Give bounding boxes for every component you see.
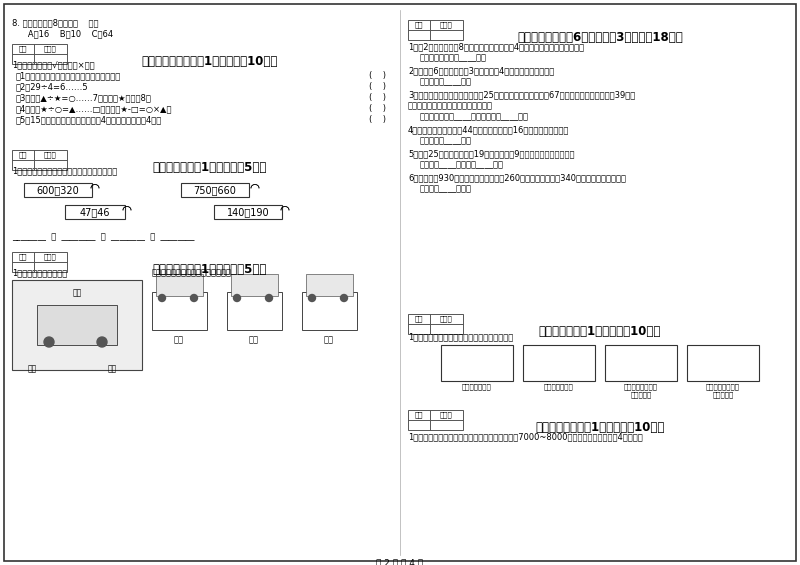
Text: (    ): ( ) [369, 93, 386, 102]
Text: (    ): ( ) [369, 115, 386, 124]
Text: 5、大雁25只，鸭比大雁多19只，鹅比鸭少9只，鸭和鹅各有多少只？: 5、大雁25只，鸭比大雁多19只，鹅比鸭少9只，鸭和鹅各有多少只？ [408, 149, 574, 158]
Text: （3）如果▲÷★=○……7，那么，★最小是8。: （3）如果▲÷★=○……7，那么，★最小是8。 [16, 93, 152, 102]
Bar [65, 205, 125, 219]
Text: 1、观察物体，连一连。: 1、观察物体，连一连。 [12, 268, 67, 277]
Text: 140＋190: 140＋190 [226, 207, 270, 217]
Circle shape [309, 294, 315, 302]
Circle shape [158, 294, 166, 302]
Text: 4、红领巾养鸡场有公鸡44只，母鸡比公鸡多16只，母鸡有多少只？: 4、红领巾养鸡场有公鸡44只，母鸡比公鸡多16只，母鸡有多少只？ [408, 125, 570, 134]
Text: 十、综合题（共1大题，共计10分）: 十、综合题（共1大题，共计10分） [539, 325, 661, 338]
Bar [231, 274, 278, 296]
Text: 一个四边形: 一个四边形 [630, 391, 652, 398]
Text: 得分: 得分 [18, 151, 27, 158]
Bar [302, 292, 357, 330]
Text: 小明: 小明 [324, 335, 334, 344]
Text: 得分: 得分 [18, 254, 27, 260]
Bar [152, 292, 207, 330]
Bar [408, 20, 463, 40]
Text: 分成两个四边形: 分成两个四边形 [544, 383, 574, 390]
Text: 分成两个三角形: 分成两个三角形 [462, 383, 492, 390]
Text: 五、判断对与错（共1大题，共计10分）: 五、判断对与错（共1大题，共计10分） [142, 55, 278, 68]
Text: 十一、附加题（共1大题，共计10分）: 十一、附加题（共1大题，共计10分） [535, 421, 665, 434]
Text: 1、一个保险箱的密码是一个四位数，它的大小在7000~8000之间，百位上的数字是4，十位上: 1、一个保险箱的密码是一个四位数，它的大小在7000~8000之间，百位上的数字… [408, 432, 642, 441]
Bar [441, 345, 513, 381]
Text: 1、判断（对的打√、错的打×）。: 1、判断（对的打√、错的打×）。 [12, 60, 94, 69]
Bar [687, 345, 759, 381]
Text: 小红: 小红 [174, 335, 184, 344]
Bar [37, 305, 117, 345]
Text: 评卷人: 评卷人 [44, 254, 57, 260]
Text: 评卷人: 评卷人 [44, 151, 57, 158]
Bar [12, 150, 67, 170]
Text: 七、连一连（共1大题，共计5分）: 七、连一连（共1大题，共计5分） [153, 263, 267, 276]
Text: 答：现在有____张。: 答：现在有____张。 [420, 77, 472, 86]
Bar [408, 314, 463, 334]
Text: 得分: 得分 [414, 412, 423, 418]
Text: （5）15个人乘船过河，每次可过去4人，全部过去需要4次。: （5）15个人乘船过河，每次可过去4人，全部过去需要4次。 [16, 115, 162, 124]
Text: 小红: 小红 [72, 288, 82, 297]
Text: 三年级订了多少份？四年级订多少份？: 三年级订了多少份？四年级订多少份？ [408, 101, 493, 110]
Text: 6、粮店运来930千克大米，第一天卖了260千克，第二天卖了340千克，还剩多少千克？: 6、粮店运来930千克大米，第一天卖了260千克，第二天卖了340千克，还剩多少… [408, 173, 626, 182]
Circle shape [341, 294, 347, 302]
Text: 8. 两个乘数都是8，积是（    ）。: 8. 两个乘数都是8，积是（ ）。 [12, 18, 98, 27]
Circle shape [266, 294, 273, 302]
Bar [306, 274, 353, 296]
Bar [12, 252, 67, 272]
Text: 小东: 小东 [249, 335, 259, 344]
Text: 1、有2箱水，每箱有8瓶，把这些水平均分给4个同学，每个同学能分几瓶？: 1、有2箱水，每箱有8瓶，把这些水平均分给4个同学，每个同学能分几瓶？ [408, 42, 584, 51]
Text: (    ): ( ) [369, 104, 386, 113]
Text: 小东: 小东 [27, 364, 37, 373]
Text: 1、把下列算式按得数大小，从小到大排一行。: 1、把下列算式按得数大小，从小到大排一行。 [12, 166, 118, 175]
Text: （1）在有余数除法里，余数一定要比除数小。: （1）在有余数除法里，余数一定要比除数小。 [16, 71, 122, 80]
Text: 1、把下面的长方形用一条线段按要求分一分。: 1、把下面的长方形用一条线段按要求分一分。 [408, 332, 514, 341]
Text: 评卷人: 评卷人 [440, 21, 453, 28]
Bar [523, 345, 595, 381]
Circle shape [234, 294, 241, 302]
Bar [12, 280, 142, 370]
Text: 分成一个三角形和: 分成一个三角形和 [706, 383, 740, 390]
Text: 答：还剩____千克。: 答：还剩____千克。 [420, 184, 472, 193]
Circle shape [44, 337, 54, 347]
Text: 分成一个三角形和: 分成一个三角形和 [624, 383, 658, 390]
Text: 答：鸭有____只，鹅有____只。: 答：鸭有____只，鹅有____只。 [420, 160, 504, 169]
Text: 答：每个同学能分____瓶。: 答：每个同学能分____瓶。 [420, 53, 487, 62]
Text: 得分: 得分 [18, 46, 27, 53]
Bar [214, 205, 282, 219]
Text: 答：母鸡有____只。: 答：母鸡有____只。 [420, 136, 472, 145]
Text: 第 2 页 共 4 页: 第 2 页 共 4 页 [377, 558, 423, 565]
Text: 600－320: 600－320 [37, 185, 79, 195]
Circle shape [190, 294, 198, 302]
Bar [605, 345, 677, 381]
Text: 小明: 小明 [107, 364, 117, 373]
Text: 六、比一比（共1大题，共计5分）: 六、比一比（共1大题，共计5分） [153, 161, 267, 174]
Bar [24, 183, 92, 197]
Text: 请你连一连，下面分别是谁看到的？: 请你连一连，下面分别是谁看到的？ [152, 268, 232, 277]
Text: (    ): ( ) [369, 71, 386, 80]
Text: 一个五边形: 一个五边形 [712, 391, 734, 398]
Text: 750－660: 750－660 [194, 185, 237, 195]
Text: （4）如果★÷○=▲……□，那么，★-□=○×▲。: （4）如果★÷○=▲……□，那么，★-□=○×▲。 [16, 104, 173, 113]
Text: 评卷人: 评卷人 [44, 46, 57, 53]
Text: 得分: 得分 [414, 316, 423, 322]
Text: 八、解决问题（共6小题，每题3分，共计18分）: 八、解决问题（共6小题，每题3分，共计18分） [517, 31, 683, 44]
Text: 得分: 得分 [414, 21, 423, 28]
Text: 2、小明有6套画片，每套3张，又买来4张，问现在有多少张？: 2、小明有6套画片，每套3张，又买来4张，问现在有多少张？ [408, 66, 554, 75]
Text: A、16    B、10    C、64: A、16 B、10 C、64 [20, 29, 113, 38]
Text: 评卷人: 评卷人 [440, 316, 453, 322]
Circle shape [97, 337, 107, 347]
Text: 3、实验小学二年级订《数学报》25份，三年级比二年级多订67份，四年级比三年级少订39份，: 3、实验小学二年级订《数学报》25份，三年级比二年级多订67份，四年级比三年级少… [408, 90, 635, 99]
Text: （2）29÷4=6……5: （2）29÷4=6……5 [16, 82, 89, 91]
Text: (    ): ( ) [369, 82, 386, 91]
Bar [12, 44, 67, 64]
Text: ________  ＜  ________  ＜  ________  ＜  ________: ________ ＜ ________ ＜ ________ ＜ _______… [12, 232, 194, 241]
Text: 47＋46: 47＋46 [80, 207, 110, 217]
Bar [227, 292, 282, 330]
Bar [156, 274, 203, 296]
Bar [408, 410, 463, 430]
Text: 答：三年级订了____份，四年级订____份。: 答：三年级订了____份，四年级订____份。 [420, 112, 529, 121]
Bar [181, 183, 249, 197]
Text: 评卷人: 评卷人 [440, 412, 453, 418]
